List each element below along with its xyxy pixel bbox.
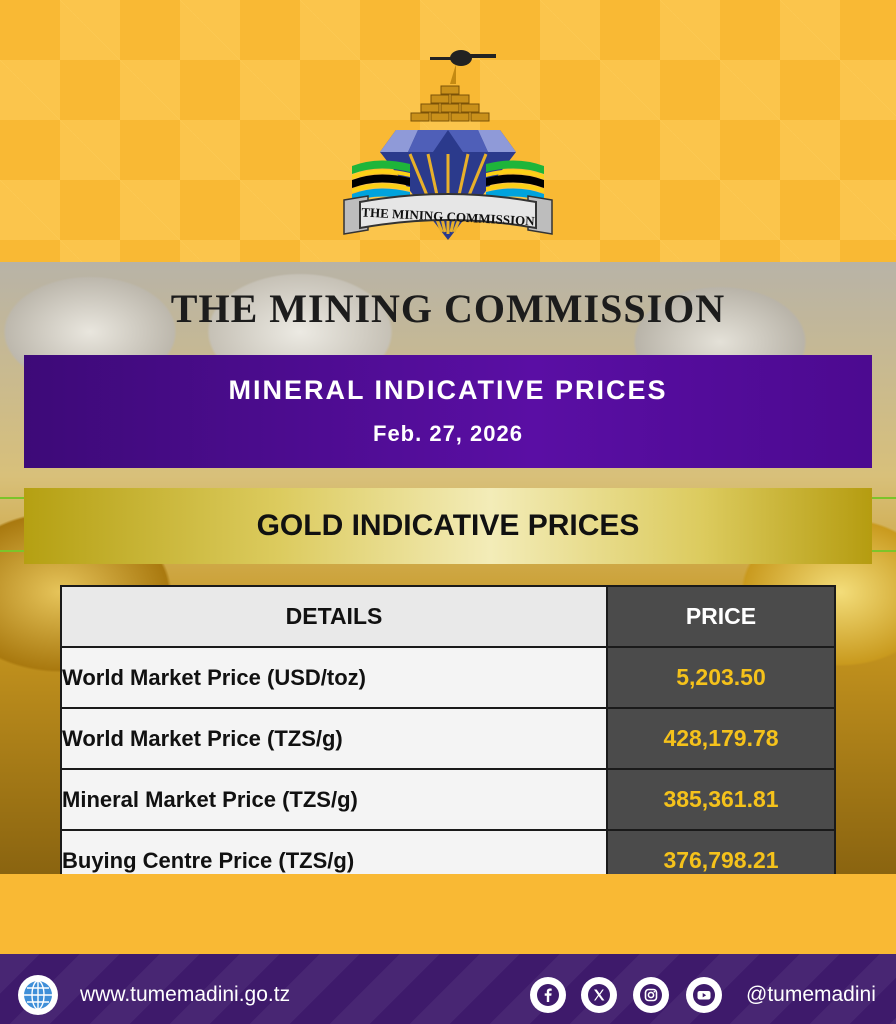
flag-stripes-left [352,160,410,202]
gold-section-banner: GOLD INDICATIVE PRICES [24,488,872,564]
diamond-icon [380,130,516,240]
flag-stripes-right [486,160,544,202]
section-title: GOLD INDICATIVE PRICES [256,509,640,542]
social-handle[interactable]: @tumemadini [746,983,876,1006]
row-price: 428,179.78 [606,707,836,770]
footer-bar [0,954,896,1024]
facebook-icon[interactable] [530,977,566,1013]
price-table: DETAILS PRICE World Market Price (USD/to… [60,585,836,892]
website-link[interactable]: www.tumemadini.go.tz [80,983,291,1006]
prices-banner: MINERAL INDICATIVE PRICES Feb. 27, 2026 [24,355,872,468]
gold-bars-icon [410,85,490,122]
crucible-icon [430,50,496,84]
header-price: PRICE [606,585,836,648]
row-label: World Market Price (TZS/g) [60,707,608,770]
table-header-row: DETAILS PRICE [60,585,836,648]
row-price: 385,361.81 [606,768,836,831]
header-details: DETAILS [60,585,608,648]
banner-date: Feb. 27, 2026 [373,421,523,446]
youtube-icon[interactable] [686,977,722,1013]
page-title: THE MINING COMMISSION [170,286,726,331]
row-price: 5,203.50 [606,646,836,709]
row-label: World Market Price (USD/toz) [60,646,608,709]
table-row: World Market Price (USD/toz) 5,203.50 [60,646,836,709]
x-icon[interactable] [581,977,617,1013]
globe-icon[interactable] [18,975,58,1015]
table-row: Mineral Market Price (TZS/g) 385,361.81 [60,768,836,831]
row-label: Mineral Market Price (TZS/g) [60,768,608,831]
table-row: World Market Price (TZS/g) 428,179.78 [60,707,836,770]
mining-commission-logo: THE MINING COMMISSION [343,50,553,240]
instagram-icon[interactable] [633,977,669,1013]
bottom-gold-band [0,874,896,954]
banner-title: MINERAL INDICATIVE PRICES [228,375,668,405]
